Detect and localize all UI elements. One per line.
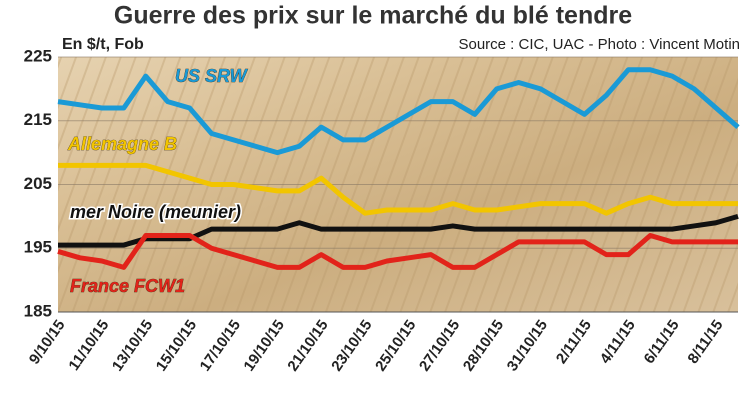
x-tick-label: 25/10/15 <box>372 317 419 375</box>
y-axis-label: En $/t, Fob <box>62 36 144 53</box>
source: Source : CIC, UAC - Photo : Vincent Moti… <box>458 36 740 53</box>
legend-label: mer Noire (meunier) <box>70 202 241 222</box>
x-tick-label: 28/10/15 <box>460 317 507 375</box>
x-tick-label: 15/10/15 <box>153 317 200 375</box>
x-tick-label: 8/11/15 <box>684 317 726 367</box>
y-tick-label: 205 <box>24 174 52 193</box>
series-line <box>57 67 740 156</box>
legend-label: US SRW <box>175 66 249 86</box>
x-tick-label: 19/10/15 <box>240 317 287 375</box>
x-tick-label: 2/11/15 <box>553 317 595 367</box>
series-line <box>58 162 738 216</box>
x-tick-label: 13/10/15 <box>109 317 156 375</box>
legend-label: Allemagne B <box>67 134 177 154</box>
x-tick-label: 9/10/15 <box>26 317 69 368</box>
x-tick-label: 11/10/15 <box>65 317 112 374</box>
series-line <box>57 233 738 270</box>
series-line <box>58 213 739 248</box>
x-tick-label: 31/10/15 <box>504 317 551 375</box>
x-tick-label: 17/10/15 <box>197 317 244 375</box>
x-tick-label: 23/10/15 <box>328 317 375 375</box>
x-tick-label: 4/11/15 <box>597 317 639 367</box>
chart-title: Guerre des prix sur le marché du blé ten… <box>114 2 632 30</box>
legend-label: France FCW1 <box>70 276 185 296</box>
x-tick-label: 21/10/15 <box>284 317 331 375</box>
x-tick-label: 6/11/15 <box>641 317 683 367</box>
x-tick-label: 27/10/15 <box>416 317 463 375</box>
y-tick-label: 225 <box>24 46 52 65</box>
y-tick-label: 185 <box>24 301 52 320</box>
y-tick-label: 215 <box>24 110 52 129</box>
y-tick-label: 195 <box>24 238 52 257</box>
